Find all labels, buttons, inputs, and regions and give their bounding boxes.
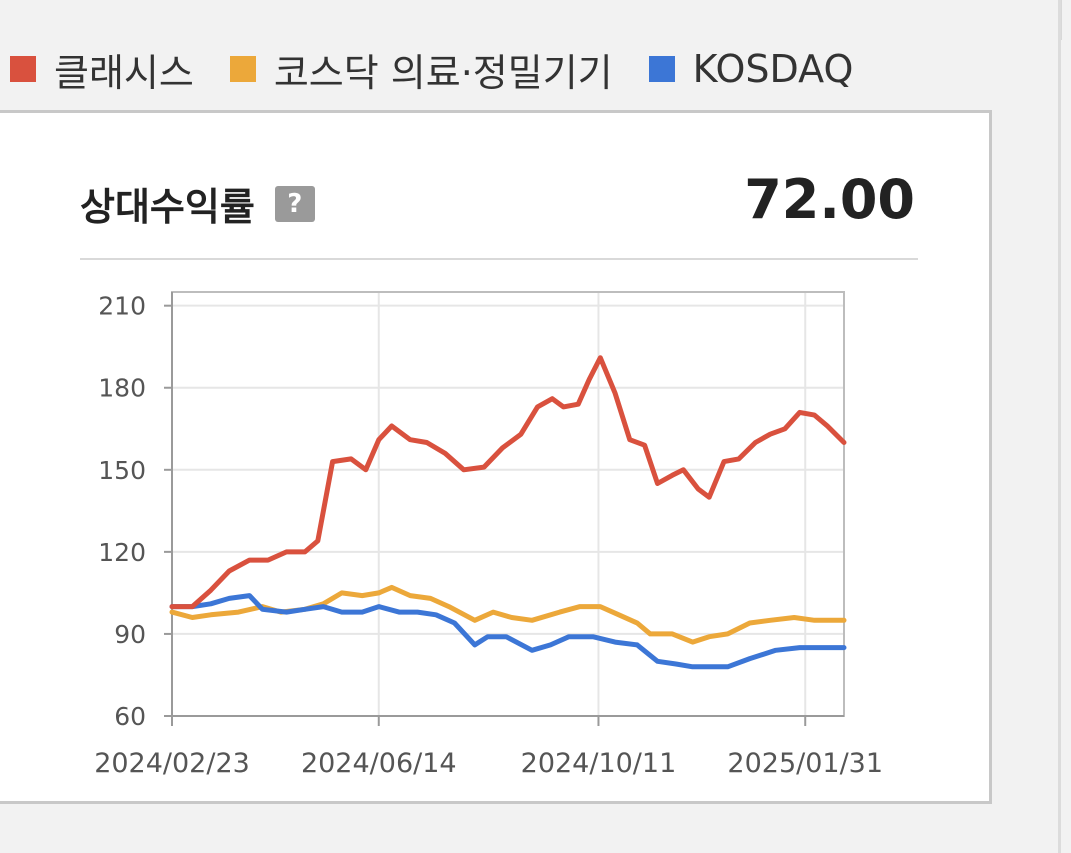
- legend-item-kosdaq: KOSDAQ: [648, 47, 854, 91]
- x-tick-label: 2024/02/23: [94, 748, 250, 779]
- panel-divider: [80, 258, 918, 260]
- legend-swatch-classys: [10, 56, 36, 82]
- panel-title: 상대수익률 ?: [80, 176, 315, 231]
- series-line-0: [169, 355, 847, 610]
- legend-label-classys: 클래시스: [54, 50, 194, 95]
- y-tick-label: 60: [114, 702, 146, 731]
- legend-item-classys: 클래시스: [10, 42, 194, 97]
- y-tick-label: 210: [98, 292, 146, 321]
- legend-item-kosdaq-medical: 코스닥 의료·정밀기기: [229, 42, 613, 97]
- y-tick-label: 180: [98, 374, 146, 403]
- top-strip: [0, 0, 1062, 40]
- series-line-2: [169, 593, 847, 670]
- x-tick-label: 2024/10/11: [521, 748, 677, 779]
- chart-legend: 클래시스 코스닥 의료·정밀기기 KOSDAQ: [10, 42, 889, 97]
- plot-frame: [171, 291, 845, 717]
- panel-title-text: 상대수익률: [80, 185, 255, 229]
- legend-swatch-kosdaq-medical: [229, 56, 256, 82]
- legend-label-kosdaq-medical: 코스닥 의료·정밀기기: [273, 50, 613, 95]
- x-tick-label: 2025/01/31: [727, 748, 883, 779]
- relative-return-value: 72.00: [744, 168, 915, 231]
- help-icon[interactable]: ?: [274, 185, 315, 222]
- right-edge-divider: [1058, 0, 1061, 853]
- y-tick-label: 90: [114, 620, 146, 649]
- legend-label-kosdaq: KOSDAQ: [692, 47, 854, 91]
- y-tick-label: 150: [98, 456, 146, 485]
- y-tick-label: 120: [98, 538, 146, 567]
- legend-swatch-kosdaq: [648, 56, 675, 82]
- x-tick-label: 2024/06/14: [301, 748, 457, 779]
